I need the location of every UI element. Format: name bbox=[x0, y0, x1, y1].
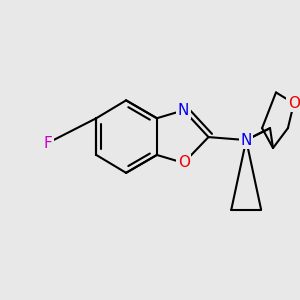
Text: O: O bbox=[178, 155, 190, 170]
Text: N: N bbox=[178, 103, 189, 118]
Text: F: F bbox=[43, 136, 52, 151]
Text: O: O bbox=[178, 155, 190, 170]
Text: N: N bbox=[241, 133, 252, 148]
Text: N: N bbox=[178, 103, 189, 118]
Text: O: O bbox=[288, 96, 300, 111]
